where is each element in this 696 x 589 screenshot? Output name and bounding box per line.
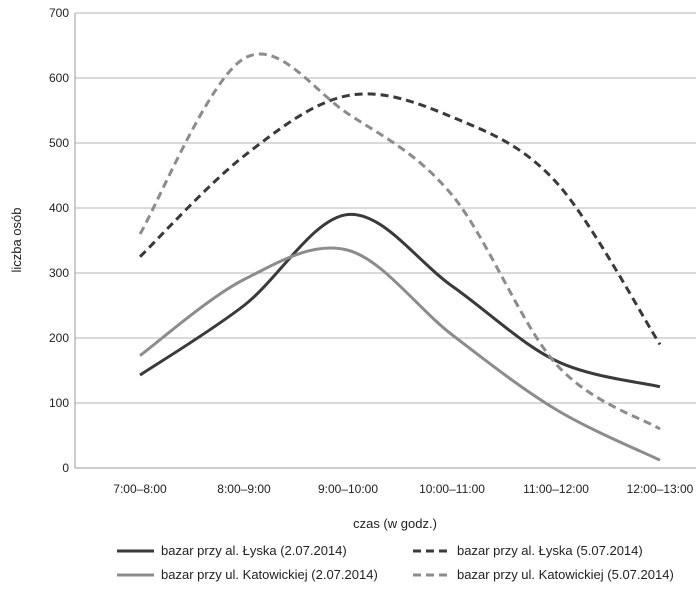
x-tick-label: 10:00–11:00 (419, 482, 485, 496)
series-line-1 (140, 214, 660, 386)
legend-label-1: bazar przy al. Łyska (2.07.2014) (161, 543, 347, 558)
x-tick-labels: 7:00–8:00 8:00–9:00 9:00–10:00 10:00–11:00 1… (113, 482, 693, 496)
y-tick-label: 500 (49, 136, 69, 150)
y-axis-title: liczba osób (9, 207, 24, 272)
legend-label-4: bazar przy ul. Katowickiej (5.07.2014) (457, 567, 674, 582)
legend: bazar przy al. Łyska (2.07.2014) bazar pr… (117, 543, 674, 582)
x-tick-label: 7:00–8:00 (113, 482, 167, 496)
series-line-2 (140, 94, 660, 345)
y-tick-label: 200 (49, 331, 69, 345)
x-tick-label: 11:00–12:00 (523, 482, 589, 496)
series-line-3 (140, 248, 660, 460)
x-tick-label: 9:00–10:00 (318, 482, 378, 496)
gridlines (75, 13, 696, 403)
y-tick-label: 100 (49, 396, 69, 410)
x-axis-title: czas (w godz.) (353, 516, 437, 531)
y-tick-label: 400 (49, 201, 69, 215)
x-tick-label: 12:00–13:00 (627, 482, 694, 496)
series-lines (140, 54, 660, 460)
y-tick-labels: 0 100 200 300 400 500 600 700 (49, 6, 69, 475)
y-tick-label: 600 (49, 71, 69, 85)
legend-label-2: bazar przy al. Łyska (5.07.2014) (457, 543, 643, 558)
y-tick-label: 0 (62, 461, 69, 475)
y-tick-label: 700 (49, 6, 69, 20)
y-tick-label: 300 (49, 266, 69, 280)
legend-label-3: bazar przy ul. Katowickiej (2.07.2014) (161, 567, 378, 582)
x-tick-label: 8:00–9:00 (217, 482, 271, 496)
